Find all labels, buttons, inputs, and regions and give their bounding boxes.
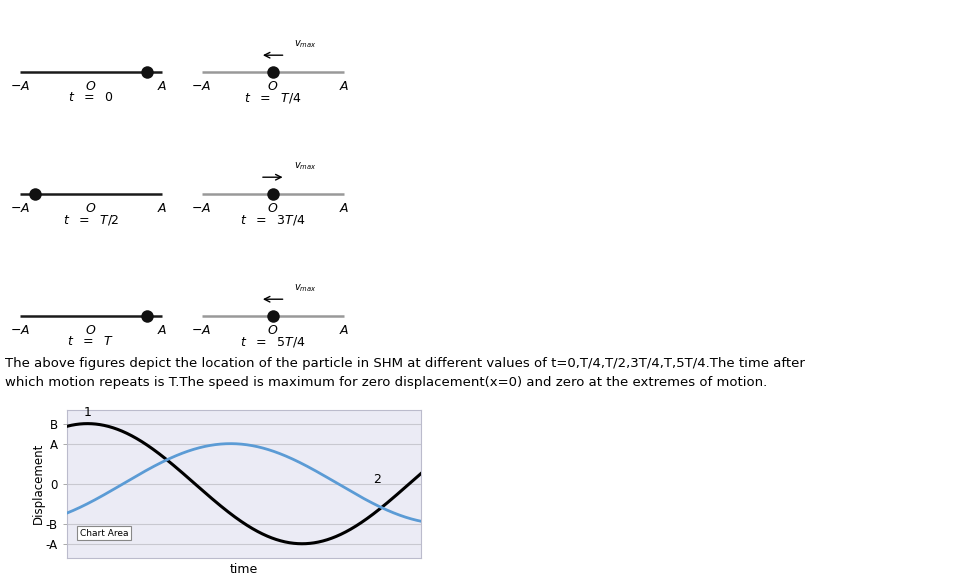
Y-axis label: Displacement: Displacement <box>32 443 44 525</box>
Text: $-A$: $-A$ <box>191 324 211 337</box>
Text: $A$: $A$ <box>157 324 167 337</box>
Text: $t\ \ =\ \ 0$: $t\ \ =\ \ 0$ <box>68 91 114 105</box>
Text: $v_{max}$: $v_{max}$ <box>294 161 317 173</box>
Text: $t\ \ =\ \ T/2$: $t\ \ =\ \ T/2$ <box>63 213 119 227</box>
Text: $v_{max}$: $v_{max}$ <box>294 283 317 295</box>
Text: $A$: $A$ <box>157 80 167 93</box>
Text: $A$: $A$ <box>339 80 349 93</box>
Text: $O$: $O$ <box>85 324 97 337</box>
Text: $v_{max}$: $v_{max}$ <box>294 39 317 51</box>
Text: $-A$: $-A$ <box>191 202 211 215</box>
Text: $-A$: $-A$ <box>10 324 30 337</box>
Text: $t\ \ =\ \ T/4$: $t\ \ =\ \ T/4$ <box>244 91 301 105</box>
Text: $A$: $A$ <box>339 202 349 215</box>
Text: 2: 2 <box>373 474 381 486</box>
Text: $O$: $O$ <box>267 80 278 93</box>
Text: $t\ \ =\ \ T$: $t\ \ =\ \ T$ <box>67 335 115 349</box>
Text: $A$: $A$ <box>157 202 167 215</box>
Text: The above figures depict the location of the particle in SHM at different values: The above figures depict the location of… <box>5 357 805 389</box>
Text: $O$: $O$ <box>85 80 97 93</box>
Text: $-A$: $-A$ <box>10 80 30 93</box>
Text: $O$: $O$ <box>267 324 278 337</box>
X-axis label: time: time <box>230 564 258 576</box>
Text: $A$: $A$ <box>339 324 349 337</box>
Text: 1: 1 <box>83 406 91 419</box>
Text: $t\ \ =\ \ 3T/4$: $t\ \ =\ \ 3T/4$ <box>240 213 305 227</box>
Text: $O$: $O$ <box>85 202 97 215</box>
Text: $-A$: $-A$ <box>10 202 30 215</box>
Text: Chart Area: Chart Area <box>80 529 128 538</box>
Text: $-A$: $-A$ <box>191 80 211 93</box>
Text: $O$: $O$ <box>267 202 278 215</box>
Text: $t\ \ =\ \ 5T/4$: $t\ \ =\ \ 5T/4$ <box>240 335 305 349</box>
